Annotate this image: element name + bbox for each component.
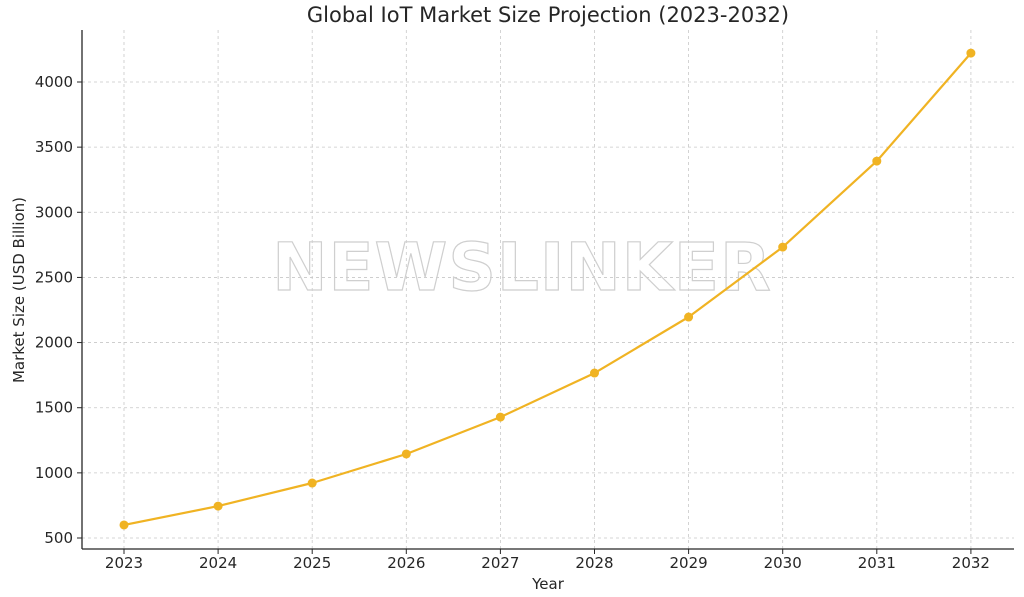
x-axis-ticks: 2023 2024 2025 2026 2027 2028 2029 2030 2031 2032 [105, 549, 990, 572]
data-point-marker [119, 520, 129, 530]
data-point-marker [590, 368, 599, 378]
x-tick-label: 2024 [199, 554, 237, 572]
y-tick-label: 1500 [35, 399, 73, 417]
data-series [119, 48, 976, 530]
y-axis-label: Market Size (USD Billion) [10, 197, 28, 383]
x-tick-label: 2025 [293, 554, 331, 572]
grid-lines [82, 30, 1014, 549]
data-point-marker [213, 501, 223, 511]
x-tick-label: 2030 [764, 554, 802, 572]
y-tick-label: 1000 [35, 464, 73, 482]
data-point-marker [684, 312, 694, 322]
data-point-marker [778, 242, 788, 252]
x-tick-label: 2028 [575, 554, 613, 572]
x-axis-label: Year [531, 575, 565, 593]
watermark: NEWSLINKER [272, 229, 772, 306]
data-point-marker [401, 449, 411, 459]
y-tick-label: 2000 [35, 334, 73, 352]
x-tick-label: 2023 [105, 554, 143, 572]
y-tick-label: 3000 [35, 203, 73, 221]
x-tick-label: 2027 [481, 554, 519, 572]
x-tick-label: 2032 [952, 554, 990, 572]
y-tick-label: 4000 [35, 73, 73, 91]
y-tick-label: 2500 [35, 268, 73, 286]
series-line [123, 52, 972, 527]
data-point-marker [495, 412, 505, 422]
chart-title: Global IoT Market Size Projection (2023-… [307, 3, 789, 27]
x-tick-label: 2029 [670, 554, 708, 572]
data-point-marker [966, 48, 976, 58]
y-tick-label: 500 [44, 529, 73, 547]
data-point-marker [872, 156, 882, 166]
axes [81, 30, 1014, 550]
x-tick-label: 2026 [387, 554, 425, 572]
data-point-marker [307, 478, 317, 488]
y-tick-label: 3500 [35, 138, 73, 156]
x-tick-label: 2031 [858, 554, 896, 572]
y-axis-ticks: 500 1000 1500 2000 2500 3000 3500 4000 [35, 73, 82, 547]
